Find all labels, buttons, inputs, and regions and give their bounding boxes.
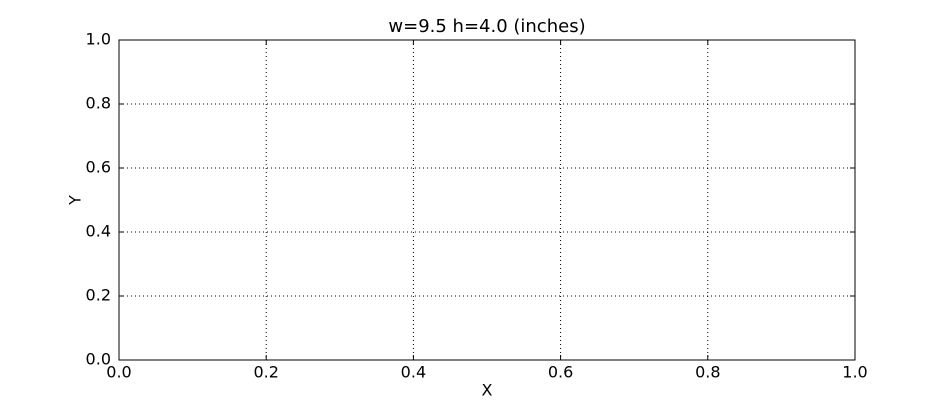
- plot-frame: [118, 39, 856, 361]
- y-tick-label: 0.0: [86, 350, 111, 369]
- y-tick-label: 0.2: [86, 286, 111, 305]
- y-tick-label: 0.4: [86, 222, 111, 241]
- x-axis-label: X: [482, 381, 493, 400]
- x-tick-label: 1.0: [842, 363, 867, 382]
- x-tick-label: 0.0: [106, 363, 131, 382]
- y-tick-label: 1.0: [86, 30, 111, 49]
- x-tick-label: 0.4: [401, 363, 426, 382]
- chart-title: w=9.5 h=4.0 (inches): [388, 16, 585, 37]
- y-tick-label: 0.8: [86, 94, 111, 113]
- x-tick-label: 0.8: [695, 363, 720, 382]
- x-tick-label: 0.2: [253, 363, 278, 382]
- y-axis-label: Y: [66, 195, 85, 206]
- x-tick-label: 0.6: [548, 363, 573, 382]
- y-tick-label: 0.6: [86, 158, 111, 177]
